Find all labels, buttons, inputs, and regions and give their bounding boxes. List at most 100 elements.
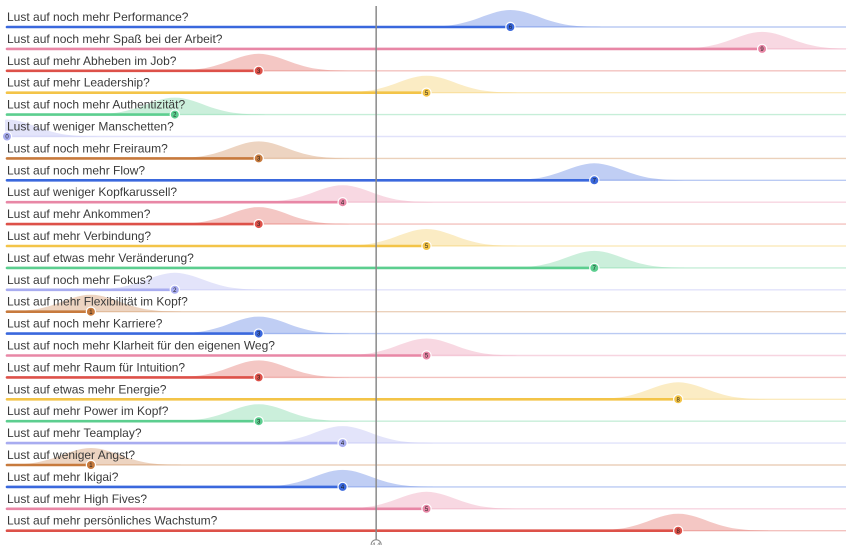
value-marker-label: 0 [5,135,9,141]
distribution-curve [252,469,433,487]
value-marker[interactable]: 1 [85,459,97,471]
value-marker[interactable]: 5 [421,87,432,98]
value-marker[interactable]: 4 [337,196,348,208]
value-marker-dot[interactable] [169,284,180,295]
value-marker[interactable]: 4 [337,481,348,493]
value-marker[interactable]: 3 [253,416,264,427]
value-marker-dot[interactable] [337,437,348,449]
value-marker-dot[interactable] [421,240,432,252]
distribution-curve [5,294,181,312]
value-marker-label: 8 [677,397,681,403]
distribution-curve [168,53,349,71]
value-marker[interactable]: 5 [421,350,432,361]
row-labels-layer: Lust auf noch mehr Performance? Lust auf … [7,10,275,528]
distribution-curve [252,185,433,203]
value-marker-dot[interactable] [253,218,264,230]
distribution-curve [168,316,349,334]
distribution-curve [168,360,349,378]
distribution-curve [168,404,349,422]
markers-layer: 6 9 3 5 2 0 3 7 4 3 5 7 2 1 3 5 3 8 3 4 1 4 5 8 [1,21,768,536]
row-label: Lust auf weniger Manschetten? [7,120,174,134]
distribution-curve [168,207,349,225]
value-marker-dot[interactable] [337,481,348,493]
value-marker[interactable]: 3 [253,328,264,339]
distribution-curve [504,250,685,268]
value-marker[interactable]: 3 [253,153,264,164]
value-marker[interactable]: 5 [421,503,432,514]
value-marker-dot[interactable] [85,306,97,317]
value-marker[interactable]: 5 [421,240,432,252]
distribution-curve [420,10,601,27]
reference-line-layer: 4.4 [370,6,382,545]
value-marker-dot[interactable] [505,21,516,33]
value-marker-dot[interactable] [337,196,348,208]
distribution-curve [84,97,265,115]
value-marker-dot[interactable] [421,87,432,98]
row-label: Lust auf mehr Power im Kopf? [7,404,169,418]
distribution-curve [5,119,97,137]
value-marker-dot[interactable] [673,525,684,536]
value-marker-label: 8 [677,529,681,535]
value-marker[interactable]: 3 [253,65,264,77]
value-marker-label: 3 [257,156,261,162]
row-label: Lust auf etwas mehr Energie? [7,382,167,396]
row-label: Lust auf noch mehr Klarheit für den eige… [7,339,275,353]
row-label: Lust auf noch mehr Karriere? [7,317,163,331]
value-marker-dot[interactable] [253,328,264,339]
value-marker[interactable]: 9 [756,43,768,55]
distribution-curve [672,31,848,49]
value-marker-dot[interactable] [169,109,180,120]
value-marker[interactable]: 2 [169,109,180,120]
value-marker[interactable]: 3 [253,372,264,383]
value-marker-dot[interactable] [253,65,264,77]
value-marker[interactable]: 8 [673,525,684,536]
value-marker[interactable]: 3 [253,218,264,230]
row-label: Lust auf mehr Leadership? [7,76,150,90]
value-marker-dot[interactable] [421,350,432,361]
value-marker-label: 4 [341,441,345,447]
value-marker-label: 3 [257,332,261,338]
value-marker-dot[interactable] [1,131,13,142]
row-label: Lust auf noch mehr Performance? [7,10,189,24]
value-marker-dot[interactable] [589,175,600,186]
value-marker[interactable]: 7 [589,175,600,186]
value-marker-dot[interactable] [589,262,600,274]
value-marker-label: 5 [425,354,429,360]
distribution-curve [84,272,265,290]
value-marker-label: 5 [425,507,429,513]
value-marker-label: 2 [173,288,177,294]
value-marker[interactable]: 0 [1,131,13,142]
value-marker-label: 3 [257,375,261,381]
row-label: Lust auf noch mehr Authentizität? [7,98,185,112]
row-label: Lust auf weniger Kopfkarussell? [7,185,177,199]
distribution-curve [168,141,349,159]
value-marker-label: 7 [593,178,597,184]
value-marker-dot[interactable] [253,153,264,164]
value-marker-dot[interactable] [756,43,768,55]
value-marker-label: 3 [257,222,261,228]
distribution-curve [336,491,517,509]
value-marker-label: 3 [257,69,261,75]
row-label: Lust auf noch mehr Fokus? [7,273,153,287]
distribution-curve [588,382,769,400]
value-marker-dot[interactable] [253,372,264,383]
value-marker[interactable]: 8 [673,394,684,405]
value-marker-label: 1 [89,463,93,469]
value-marker[interactable]: 2 [169,284,180,295]
value-marker[interactable]: 1 [85,306,97,317]
value-marker-label: 6 [509,25,513,31]
value-marker[interactable]: 6 [505,21,516,33]
value-marker-dot[interactable] [85,459,97,471]
value-marker[interactable]: 4 [337,437,348,449]
value-marker-label: 2 [173,113,177,119]
value-marker[interactable]: 7 [589,262,600,274]
row-label: Lust auf weniger Angst? [7,448,135,462]
row-label: Lust auf mehr High Fives? [7,492,147,506]
row-label: Lust auf noch mehr Flow? [7,163,145,177]
value-marker-dot[interactable] [253,416,264,427]
value-marker-dot[interactable] [673,394,684,405]
value-marker-label: 5 [425,91,429,97]
value-marker-dot[interactable] [421,503,432,514]
row-label: Lust auf mehr Flexibilität im Kopf? [7,295,188,309]
